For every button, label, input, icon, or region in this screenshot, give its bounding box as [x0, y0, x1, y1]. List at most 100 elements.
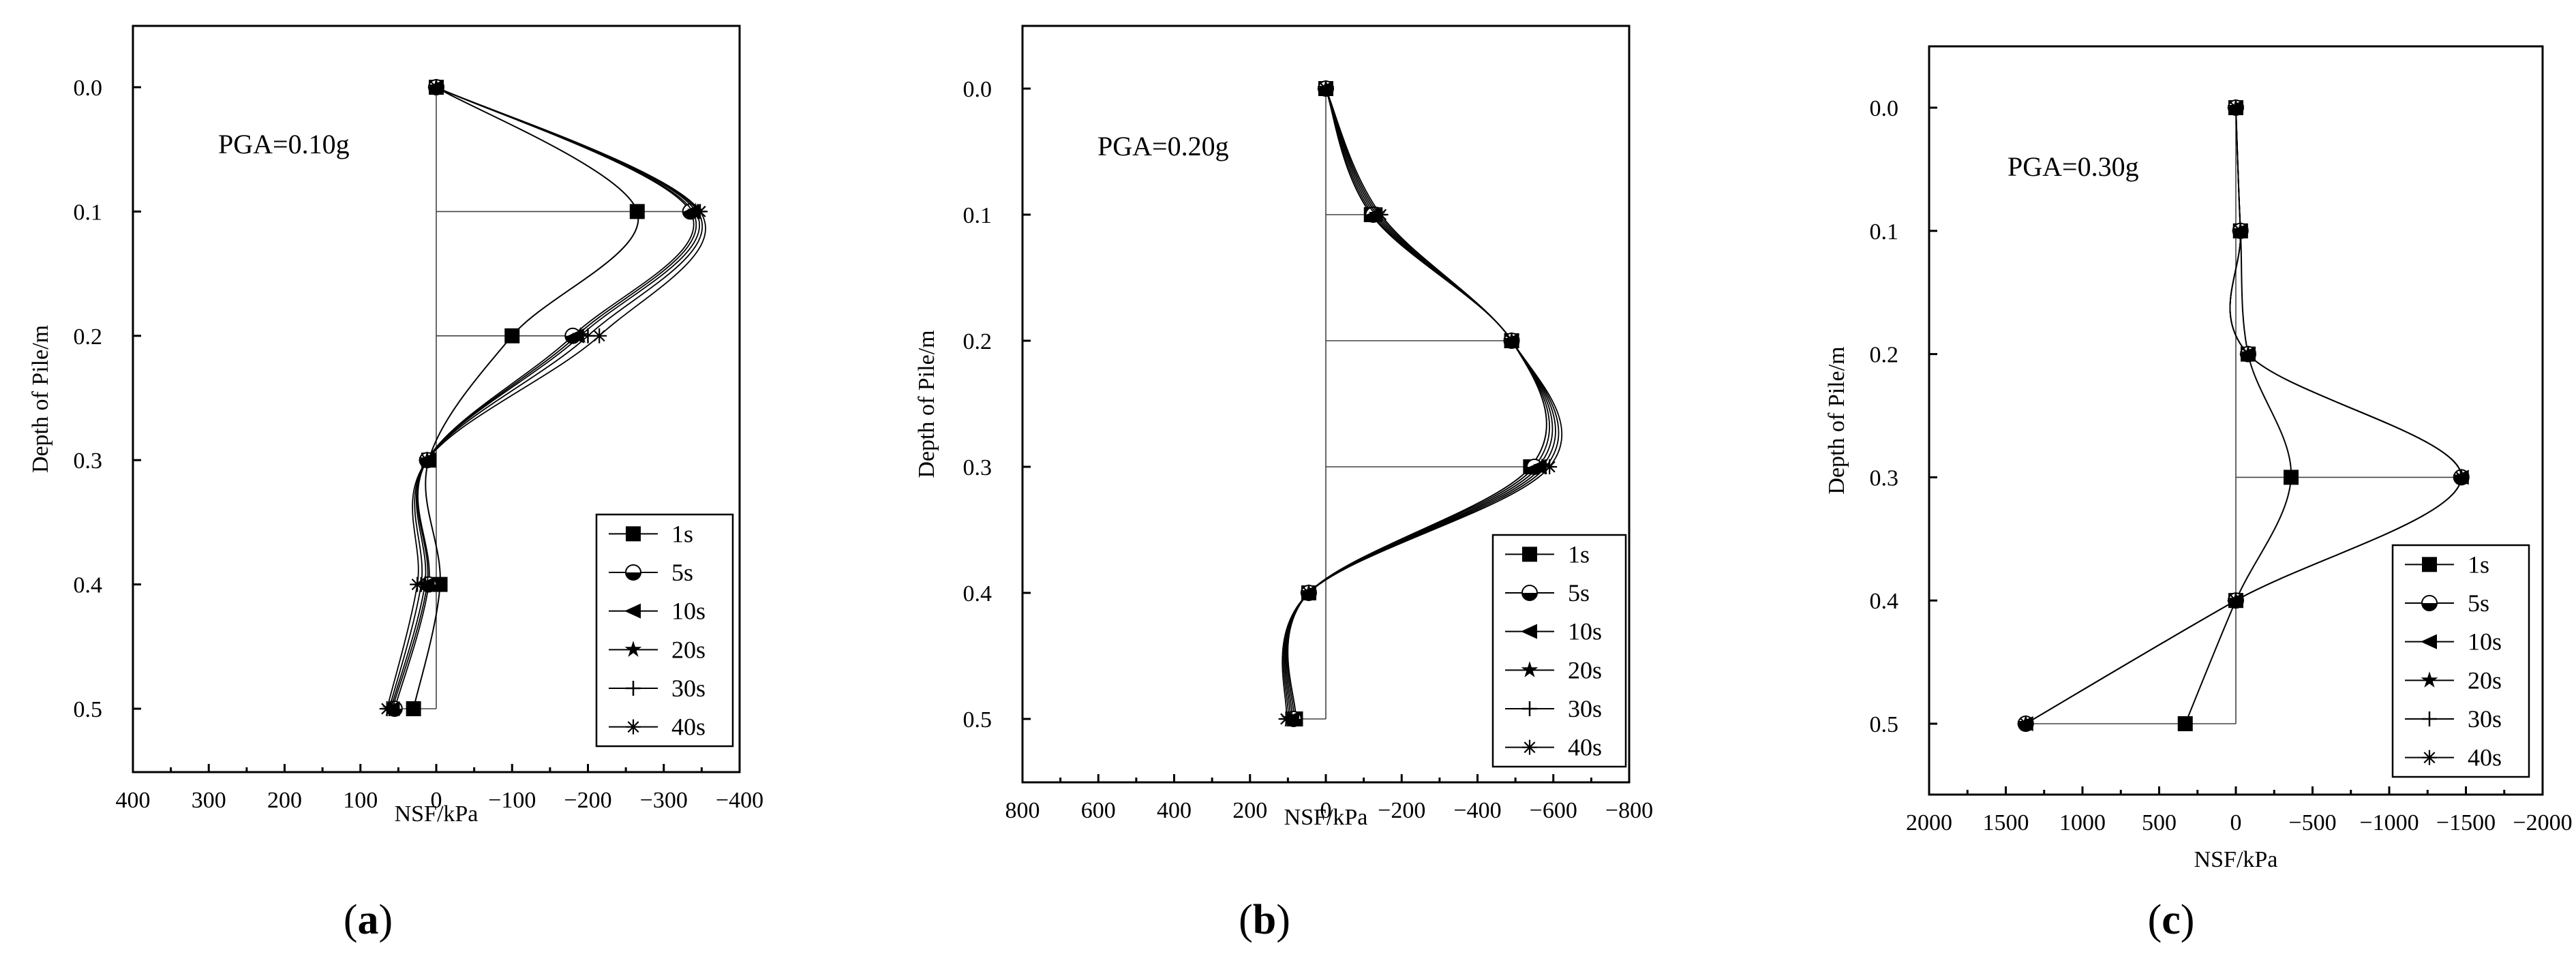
pb-series-40s — [1278, 81, 1563, 726]
pb-ytick-label: 0.2 — [963, 329, 992, 354]
pc-legend-marker-5s — [2421, 595, 2438, 611]
pa-point-1s-1 — [629, 204, 645, 219]
pa-legend-marker-30s — [626, 681, 641, 696]
pc-xtick-label: 2000 — [1906, 810, 1952, 835]
pb-legend-label: 20s — [1568, 656, 1602, 684]
pb-point-40s-4 — [1301, 585, 1316, 600]
pa-xtick-label: 400 — [116, 788, 151, 813]
pa-legend: 1s 5s 10s 20s 30s 40s — [595, 513, 734, 748]
pc-xtick-label: 500 — [2142, 810, 2177, 835]
pa-xtick-label: −300 — [640, 788, 688, 813]
pc-xtick-label: 1500 — [1983, 810, 2029, 835]
panel-letter-c: c — [2162, 897, 2181, 943]
pb-ytick-label: 0.4 — [963, 581, 992, 607]
pa-legend-marker-1s — [626, 526, 641, 542]
pc-xtick-label: −500 — [2288, 810, 2336, 835]
pc-xtick-label: −1500 — [2436, 810, 2496, 835]
pa-legend-marker-5s — [625, 564, 641, 581]
pa-xaxis-title: NSF/kPa — [395, 801, 479, 827]
pb-legend-label: 30s — [1568, 695, 1602, 722]
pc-legend: 1s 5s 10s 20s 30s 40s — [2391, 544, 2530, 778]
pb-point-40s-0 — [1318, 81, 1333, 96]
pb-ytick-label: 0.1 — [963, 203, 992, 228]
pa-legend-marker-10s — [624, 603, 641, 619]
pc-ytick-label: 0.5 — [1870, 712, 1899, 737]
pb-xtick-label: 800 — [1005, 798, 1040, 823]
pb-ytick-label: 0.0 — [963, 77, 992, 102]
pb-xtick-label: 0 — [1320, 798, 1332, 823]
pb-legend-marker-10s — [1521, 624, 1537, 639]
pc-pga-annotation: PGA=0.30g — [2007, 151, 2139, 182]
pc-series-40s — [2018, 100, 2469, 731]
panel-label-a: (a) — [344, 897, 393, 943]
pc-series-1s — [2177, 100, 2299, 731]
pa-point-40s-4 — [410, 577, 425, 592]
pc-legend-marker-30s — [2422, 711, 2437, 726]
pc-xtick-label: −1000 — [2359, 810, 2419, 835]
pa-legend-marker-20s — [624, 641, 642, 657]
pa-legend-label: 10s — [671, 598, 706, 625]
pb-xaxis-title: NSF/kPa — [1284, 805, 1368, 830]
pa-ytick-label: 0.1 — [74, 200, 103, 225]
pa-ytick-label: 0.0 — [74, 76, 103, 101]
pb-legend-label: 1s — [1568, 540, 1590, 568]
pa-legend-label: 30s — [671, 675, 706, 702]
pc-legend-label: 10s — [2468, 628, 2502, 656]
pc-point-40s-4 — [2228, 593, 2243, 609]
pa-legend-label: 20s — [671, 636, 706, 663]
pc-ytick-label: 0.3 — [1870, 465, 1899, 491]
pb-xtick-label: −800 — [1605, 798, 1653, 823]
panel-c: 2000 1500 1000 500 0 −500 −1000 −1500 −2000 0.0 0.… — [1824, 45, 2573, 872]
pb-legend-marker-40s — [1522, 739, 1537, 755]
pb-point-40s-1 — [1373, 207, 1389, 222]
pa-ytick-label: 0.5 — [74, 697, 103, 722]
pc-ytick-label: 0.1 — [1870, 219, 1899, 245]
pb-xtick-label: −200 — [1378, 798, 1425, 823]
pa-ytick-label: 0.4 — [74, 573, 103, 598]
pb-legend: 1s 5s 10s 20s 30s 40s — [1491, 534, 1627, 768]
pb-xtick-label: −400 — [1453, 798, 1501, 823]
pb-point-40s-3 — [1542, 459, 1558, 474]
pb-legend-marker-30s — [1522, 701, 1537, 716]
pa-point-40s-3 — [419, 452, 435, 468]
pc-legend-label: 1s — [2468, 551, 2489, 578]
pc-legend-marker-10s — [2421, 634, 2437, 649]
pb-xtick-label: 200 — [1232, 798, 1267, 823]
pc-xtick-label: −2000 — [2513, 810, 2572, 835]
pc-legend-label: 40s — [2468, 744, 2502, 771]
pb-point-40s-2 — [1504, 333, 1519, 348]
pc-xtick-label: 0 — [2230, 810, 2242, 835]
pa-point-40s-1 — [693, 204, 708, 219]
pc-legend-marker-20s — [2421, 671, 2438, 688]
pb-legend-marker-5s-fill — [1522, 593, 1537, 600]
pa-point-40s-5 — [379, 701, 395, 716]
pa-legend-label: 40s — [671, 713, 706, 741]
pb-legend-marker-5s — [1521, 585, 1538, 601]
pa-point-40s-2 — [592, 328, 607, 343]
pa-xtick-label: 300 — [192, 788, 226, 813]
pa-pga-annotation: PGA=0.10g — [218, 129, 350, 159]
pc-legend-label: 20s — [2468, 666, 2502, 694]
pc-ytick-label: 0.4 — [1870, 589, 1899, 614]
pc-point-40s-2 — [2241, 346, 2256, 362]
panel-letter-a: a — [358, 897, 379, 943]
pc-point-1s-5 — [2177, 716, 2193, 731]
panel-label-b: (b) — [1239, 897, 1290, 943]
pb-xtick-label: 600 — [1081, 798, 1116, 823]
pa-series-40s — [379, 80, 708, 716]
panel-label-c: (c) — [2148, 897, 2195, 943]
pa-point-20s-2 — [572, 326, 589, 343]
pa-point-1s-5 — [406, 701, 421, 716]
pb-legend-label: 5s — [1568, 579, 1590, 607]
pc-xaxis-title: NSF/kPa — [2194, 847, 2278, 872]
pc-ytick-label: 0.2 — [1870, 343, 1899, 368]
pc-ytick-label: 0.0 — [1870, 96, 1899, 121]
pc-legend-marker-40s — [2422, 750, 2437, 765]
pa-point-40s-0 — [429, 80, 444, 95]
pc-legend-box — [2391, 544, 2530, 778]
pa-ytick-label: 0.3 — [74, 448, 103, 474]
pa-xtick-label: −400 — [716, 788, 763, 813]
pc-legend-label: 5s — [2468, 589, 2489, 617]
pa-xtick-label: 200 — [267, 788, 302, 813]
